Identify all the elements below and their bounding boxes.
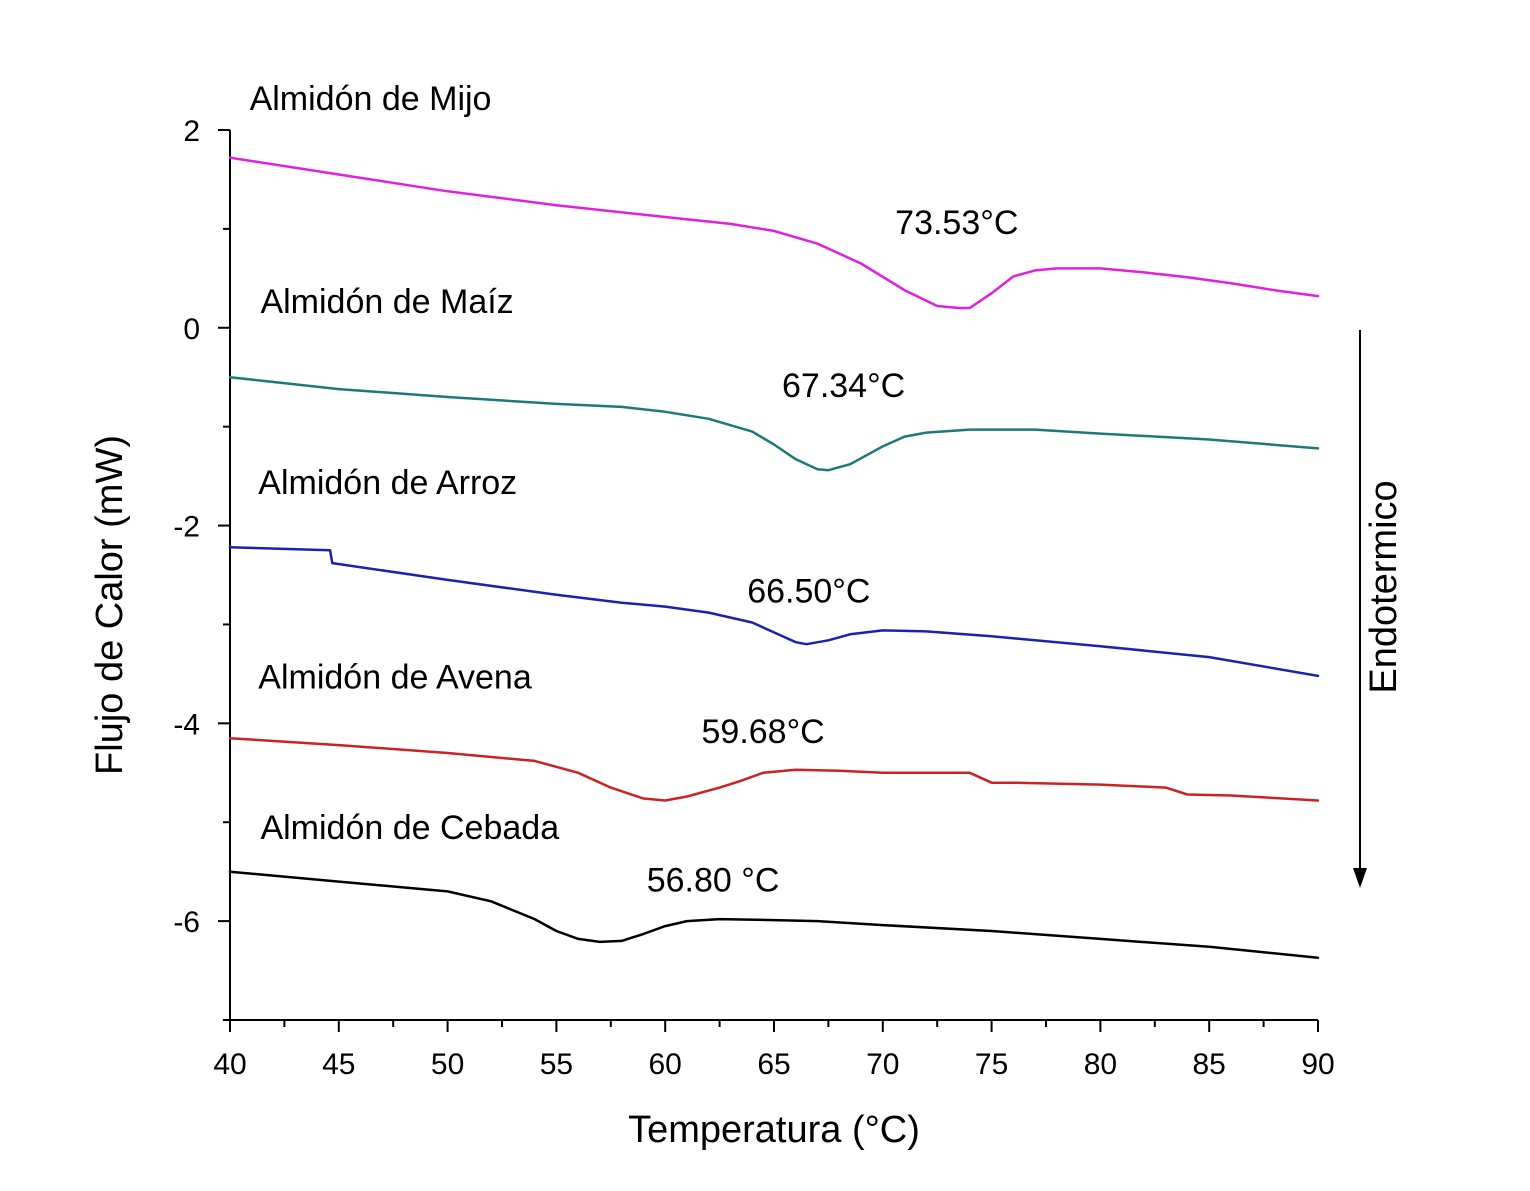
x-tick-label: 75: [975, 1048, 1008, 1081]
x-axis-title: Temperatura (°C): [628, 1109, 920, 1151]
x-tick-label: 85: [1193, 1048, 1226, 1081]
y-axis-title: Flujo de Calor (mW): [89, 435, 131, 775]
x-tick-label: 90: [1301, 1048, 1334, 1081]
peak-temperature-label: 67.34°C: [782, 367, 905, 405]
endothermic-label: Endotermico: [1363, 480, 1405, 693]
peak-temperature-label: 73.53°C: [895, 204, 1018, 242]
endothermic-arrow-head: [1353, 868, 1367, 888]
y-ticks: -6 -4 -2 0 2: [173, 115, 230, 1021]
y-tick-label: -2: [173, 511, 200, 544]
x-tick-label: 50: [431, 1048, 464, 1081]
series-group: Almidón de Mijo 73.53°C Almidón de Maíz 67.…: [228, 80, 1320, 959]
x-tick-label: 65: [757, 1048, 790, 1081]
x-ticks: 40 45 50 55 60 65 70 75 80 85 90: [213, 1020, 1335, 1081]
y-tick-label: -6: [173, 906, 200, 939]
x-tick-label: 70: [866, 1048, 899, 1081]
y-tick-label: 0: [183, 313, 200, 346]
series-name-label: Almidón de Cebada: [260, 809, 559, 847]
x-tick-label: 45: [322, 1048, 355, 1081]
series-line: [228, 546, 1320, 678]
x-tick-label: 80: [1084, 1048, 1117, 1081]
axes: 40 45 50 55 60 65 70 75 80 85 90 -6 -4 -2 0 2: [173, 115, 1334, 1081]
series-line: [228, 870, 1320, 959]
series-name-label: Almidón de Maíz: [260, 283, 513, 321]
series-name-label: Almidón de Arroz: [258, 464, 517, 502]
peak-temperature-label: 59.68°C: [702, 713, 825, 751]
series-line: [228, 156, 1320, 310]
series-name-label: Almidón de Mijo: [250, 80, 492, 118]
series-line: [228, 736, 1320, 802]
y-tick-label: -4: [173, 708, 200, 741]
x-tick-label: 55: [540, 1048, 573, 1081]
series-line: [228, 375, 1320, 472]
y-tick-label: 2: [183, 115, 200, 148]
peak-temperature-label: 56.80 °C: [647, 861, 780, 899]
peak-temperature-label: 66.50°C: [747, 573, 870, 611]
x-tick-label: 60: [649, 1048, 682, 1081]
series-name-label: Almidón de Avena: [258, 659, 532, 697]
x-tick-label: 40: [213, 1048, 246, 1081]
endothermic-indicator: Endotermico: [1353, 330, 1405, 888]
